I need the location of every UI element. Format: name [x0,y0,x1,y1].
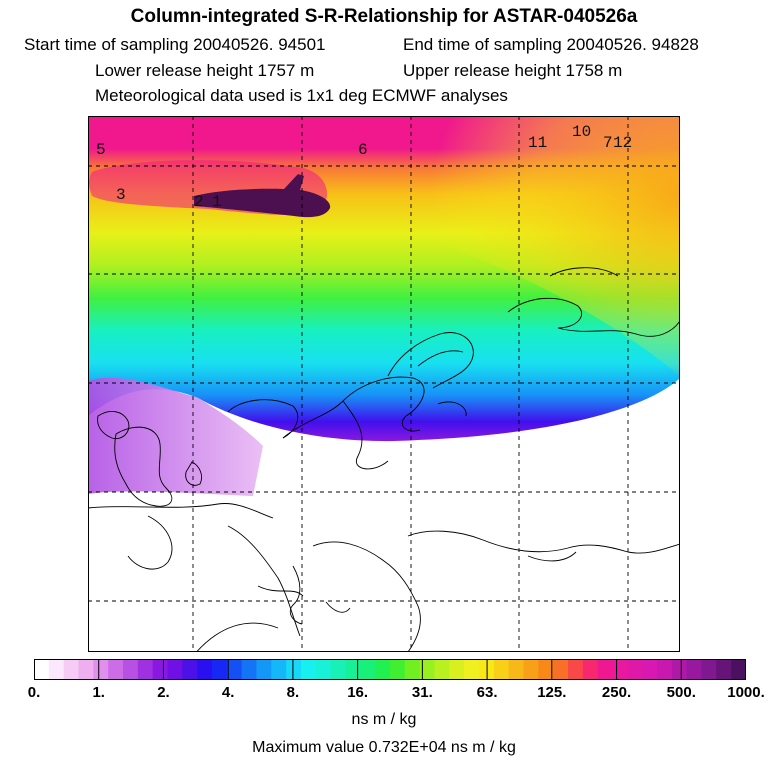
colorbar-cell [197,659,213,680]
colorbar-cell [212,659,228,680]
colorbar-tick-label: 250. [601,684,632,701]
maximum-value-label: Maximum value 0.732E+04 ns m / kg [252,739,516,756]
colorbar-cell [553,659,569,680]
colorbar-cell [137,659,154,680]
colorbar-cell [330,659,346,680]
sensitivity-map: 5 6 11 10 7 12 3 2 1 [88,116,680,652]
colorbar-cell [612,659,628,680]
colorbar-cell [345,659,361,680]
colorbar-cell [271,659,287,680]
map-frame [88,116,680,652]
map-label-12: 12 [613,134,632,152]
colorbar-cell [167,659,183,680]
colorbar-cell [627,659,643,680]
colorbar-cell [716,659,732,680]
colorbar [34,659,746,680]
colorbar-cell [78,659,94,680]
colorbar-tick-label: 500. [666,684,696,701]
coastlines [88,267,680,652]
colorbar-cell [375,659,391,680]
colorbar-cell [657,659,673,680]
colorbar-cell [182,659,198,680]
colorbar-tick-label: 31. [411,684,433,701]
colorbar-units: ns m / kg [351,711,417,728]
colorbar-cell [449,659,465,680]
map-label-1: 1 [212,193,222,211]
colorbar-tick-label: 63. [476,684,498,701]
map-label-5: 5 [96,141,106,159]
colorbar-cell [686,659,702,680]
map-label-11: 11 [528,134,547,152]
colorbar-cell [360,659,376,680]
colorbar-cell [731,659,746,680]
colorbar-cell [34,659,50,680]
colorbar-cell [597,659,613,680]
dark-plume [194,174,331,218]
end-time-label: End time of sampling 20040526. 94828 [403,35,699,54]
colorbar-cell [434,659,450,680]
colorbar-cell [404,659,421,680]
colorbar-tick-label: 125. [537,684,567,701]
colorbar-cell [642,659,658,680]
colorbar-cell [523,659,539,680]
start-time-label: Start time of sampling 20040526. 94501 [24,35,326,54]
colorbar-cell [241,659,257,680]
colorbar-cell [508,659,524,680]
colorbar-cell [286,659,302,680]
colorbar-tick-label: 4. [221,684,235,701]
map-label-6: 6 [358,141,368,159]
colorbar-tick-label: 1000. [727,684,765,701]
colorbar-cell [419,659,435,680]
map-label-3: 3 [116,186,126,204]
colorbar-cell [256,659,272,680]
colorbar-tick-label: 8. [286,684,300,701]
colorbar-cell [152,659,168,680]
colorbar-tick-label: 2. [157,684,170,701]
colorbar-cell [93,659,109,680]
colorbar-cell [48,659,65,680]
field-shading [88,116,680,496]
colorbar-cell [315,659,332,680]
grid-lines [88,116,680,652]
map-label-10: 10 [572,123,591,141]
colorbar-tick-label: 1. [92,684,105,701]
chart-title: Column-integrated S-R-Relationship for A… [130,6,638,27]
colorbar-cell [63,659,79,680]
colorbar-cell [568,659,584,680]
colorbar-cell [493,659,510,680]
colorbar-tick-label: 0. [27,684,41,701]
lower-release-height-label: Lower release height 1757 m [95,61,315,80]
colorbar-cell [108,659,124,680]
colorbar-cell [301,659,317,680]
upper-release-height-label: Upper release height 1758 m [403,61,623,80]
colorbar-cell [464,659,480,680]
map-label-7: 7 [603,134,613,152]
colorbar-cell [671,659,688,680]
colorbar-cell [701,659,717,680]
colorbar-cell [538,659,554,680]
met-data-label: Meteorological data used is 1x1 deg ECMW… [95,86,508,105]
colorbar-cell [226,659,243,680]
map-label-2: 2 [194,193,204,211]
colorbar-cell [390,659,406,680]
colorbar-cell [123,659,139,680]
colorbar-tick-label: 16. [347,684,369,701]
colorbar-cell [582,659,599,680]
